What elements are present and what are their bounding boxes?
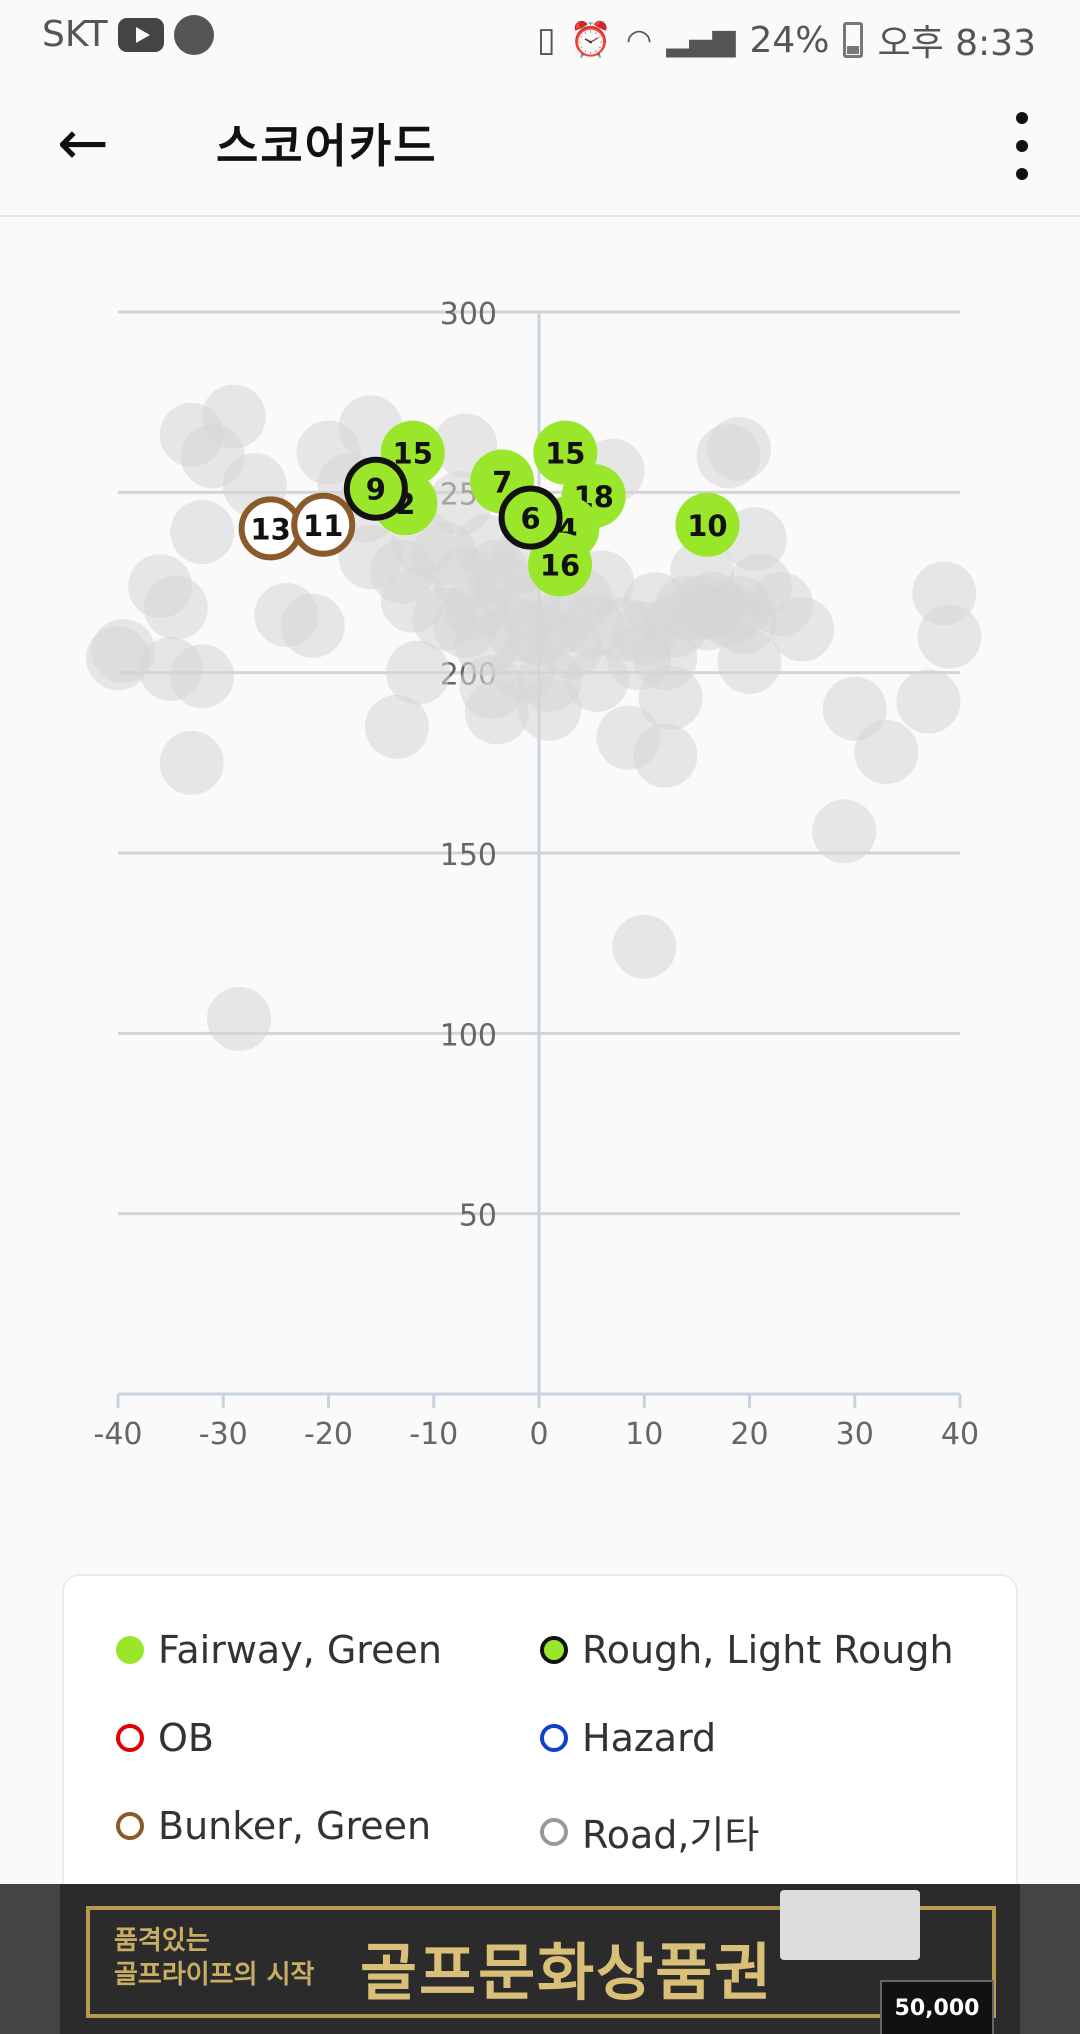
back-arrow-icon[interactable]: ←	[57, 106, 109, 179]
background-point	[638, 665, 703, 730]
x-tick-label: 20	[730, 1417, 768, 1452]
background-point	[280, 593, 345, 658]
fairway-point	[528, 532, 593, 597]
more-options-icon[interactable]	[1002, 108, 1042, 184]
background-point	[143, 575, 208, 640]
background-point	[364, 694, 429, 759]
legend-label: Hazard	[582, 1716, 717, 1760]
background-point	[917, 604, 982, 669]
ad-headline: 골프문화상품권	[360, 1936, 774, 2009]
background-point	[854, 720, 919, 785]
legend-label: Road,기타	[582, 1813, 760, 1857]
legend-label: Fairway, Green	[158, 1628, 442, 1672]
background-point	[633, 723, 698, 788]
point-hole-label: 15	[393, 437, 433, 471]
rough-point	[498, 485, 563, 550]
x-tick-label: -40	[94, 1417, 143, 1452]
background-point	[170, 644, 235, 709]
wifi-icon: ◠	[626, 22, 653, 58]
background-point	[170, 500, 235, 565]
ad-tagline-line1: 품격있는	[114, 1926, 210, 1956]
rough-dot-icon	[540, 1636, 568, 1664]
ring-point	[291, 492, 356, 557]
point-hole-label: 6	[520, 502, 540, 536]
x-tick-label: 40	[941, 1417, 979, 1452]
y-tick-label: 100	[440, 1018, 497, 1053]
vibrate-icon: ▯	[536, 20, 556, 60]
legend-item-bunker: Bunker, Green	[116, 1804, 431, 1848]
legend-item-hazard: Hazard	[540, 1716, 716, 1760]
point-hole-label: 7	[492, 466, 512, 500]
signal-icon: ▂▄▆	[666, 22, 736, 58]
legend-item-road: Road,기타	[540, 1804, 759, 1859]
fairway-point	[675, 492, 740, 557]
bunker-ring-icon	[116, 1812, 144, 1840]
point-hole-label: 10	[687, 509, 727, 543]
ad-tagline-line2: 골프라이프의 시작	[114, 1960, 315, 1990]
youtube-icon	[117, 17, 164, 52]
battery-icon	[843, 22, 864, 58]
fairway-dot-icon	[116, 1636, 144, 1664]
background-point	[812, 799, 877, 864]
legend-item-fairway: Fairway, Green	[116, 1628, 442, 1672]
y-tick-label: 300	[440, 297, 497, 332]
background-point	[706, 417, 771, 482]
x-tick-label: 30	[836, 1417, 874, 1452]
legend-label: Rough, Light Rough	[582, 1628, 954, 1672]
gift-card-image	[780, 1890, 920, 1960]
more-dot	[1016, 168, 1028, 180]
x-tick-label: 0	[529, 1417, 548, 1452]
ad-tagline: 품격있는 골프라이프의 시작	[114, 1924, 314, 1992]
background-point	[770, 597, 835, 662]
ad-frame	[86, 1906, 996, 2018]
y-tick-label: 150	[440, 838, 497, 873]
background-point	[159, 730, 224, 795]
app-bar: ← 스코어카드	[0, 72, 1080, 217]
legend-item-ob: OB	[116, 1716, 214, 1760]
background-point	[207, 986, 272, 1051]
app-notification-icon	[173, 14, 214, 55]
y-tick-label: 50	[459, 1199, 497, 1234]
background-point	[612, 914, 677, 979]
ad-banner[interactable]: 품격있는 골프라이프의 시작 골프문화상품권 50,000	[0, 1884, 1080, 2034]
x-tick-label: -30	[199, 1417, 248, 1452]
x-tick-label: -20	[304, 1417, 353, 1452]
background-point	[433, 593, 498, 658]
background-point	[517, 676, 582, 741]
background-point	[385, 640, 450, 705]
status-left: SKT	[42, 14, 214, 55]
legend-label: OB	[158, 1716, 214, 1760]
background-point	[896, 669, 961, 734]
point-hole-label: 11	[303, 509, 343, 543]
background-point	[717, 629, 782, 694]
x-tick-label: -10	[409, 1417, 458, 1452]
more-dot	[1016, 112, 1028, 124]
status-bar: SKT ▯ ⏰ ◠ ▂▄▆ 24% 오후 8:33	[0, 0, 1080, 72]
road-ring-icon	[540, 1817, 568, 1846]
point-hole-label: 16	[540, 548, 580, 582]
more-dot	[1016, 140, 1028, 152]
legend-item-rough: Rough, Light Rough	[540, 1628, 954, 1672]
clock: 오후 8:33	[877, 23, 1036, 64]
ad-creative[interactable]: 품격있는 골프라이프의 시작 골프문화상품권 50,000	[60, 1884, 1020, 2034]
ob-ring-icon	[116, 1724, 144, 1752]
alarm-icon: ⏰	[569, 20, 613, 60]
background-point	[670, 539, 735, 604]
point-hole-label: 13	[250, 512, 290, 546]
price-tag: 50,000	[880, 1980, 994, 2034]
background-point	[86, 626, 150, 691]
battery-percent: 24%	[749, 19, 830, 61]
carrier-label: SKT	[42, 14, 108, 55]
point-hole-label: 9	[366, 473, 386, 507]
point-hole-label: 15	[545, 437, 585, 471]
rough-point	[343, 456, 408, 521]
legend-label: Bunker, Green	[158, 1804, 432, 1848]
x-tick-label: 10	[625, 1417, 663, 1452]
page-title: 스코어카드	[216, 119, 438, 173]
hazard-ring-icon	[540, 1724, 568, 1752]
status-right: ▯ ⏰ ◠ ▂▄▆ 24% 오후 8:33	[537, 14, 1036, 66]
